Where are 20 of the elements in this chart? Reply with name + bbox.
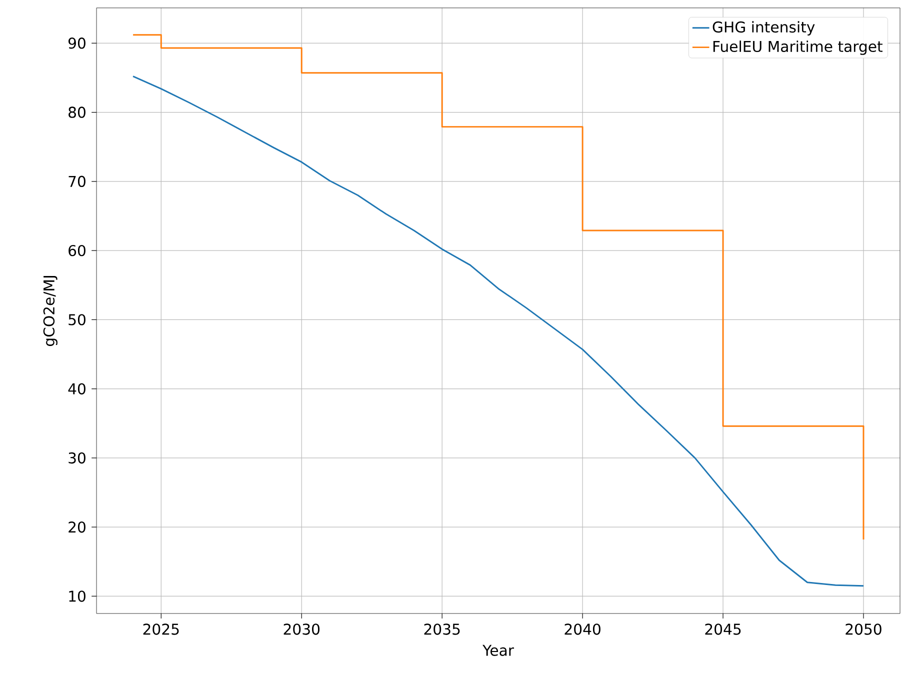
y-tick-label: 40 — [68, 383, 86, 395]
legend-label: FuelEU Maritime target — [713, 40, 882, 56]
y-tick-label: 30 — [68, 452, 86, 464]
x-axis-title: Year — [482, 645, 514, 656]
y-tick-label: 20 — [68, 522, 86, 533]
y-tick-label: 80 — [68, 106, 86, 118]
x-tick-label: 2045 — [705, 624, 741, 635]
line-series — [132, 76, 864, 587]
y-tick-label: 50 — [68, 314, 86, 326]
x-tick-label: 2035 — [424, 624, 460, 635]
x-tick-label: 2025 — [143, 624, 179, 635]
x-tick-label: 2030 — [284, 624, 320, 635]
x-tick-label: 2040 — [564, 624, 600, 635]
x-tick-label: 2050 — [846, 624, 882, 635]
y-axis-title: gCO2e/MJ — [43, 276, 58, 346]
legend-label: GHG intensity — [712, 21, 815, 36]
y-tick-label: 10 — [69, 590, 86, 602]
y-tick-label: 90 — [68, 38, 86, 49]
y-tick-label: 60 — [68, 245, 86, 256]
y-tick-label: 70 — [68, 176, 86, 188]
